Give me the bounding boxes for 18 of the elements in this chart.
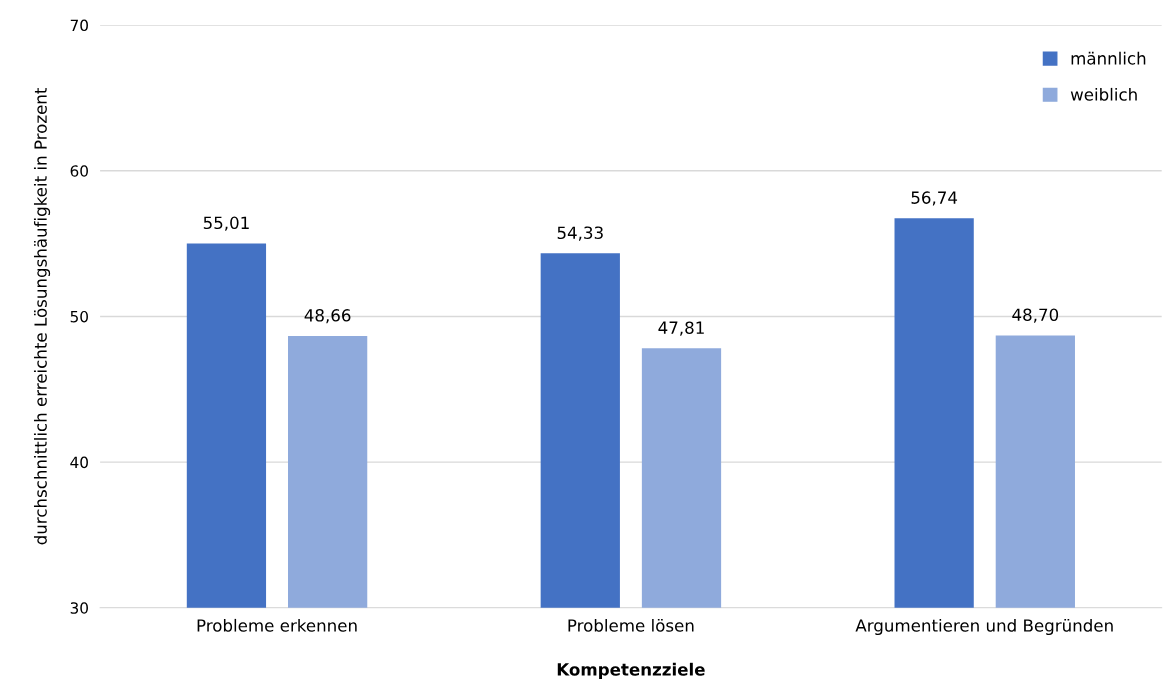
- legend-label: männlich: [1071, 51, 1146, 65]
- data-label: 55,01: [203, 216, 249, 231]
- x-tick-label: Probleme lösen: [568, 618, 694, 632]
- x-tick-label: Argumentieren und Begründen: [855, 618, 1113, 636]
- y-tick-label: 30: [70, 602, 88, 614]
- data-label: 48,70: [1012, 308, 1059, 323]
- x-tick-label: Probleme erkennen: [197, 618, 357, 632]
- legend-label: weiblich: [1070, 87, 1137, 101]
- data-label: 47,81: [658, 321, 704, 336]
- data-label: 56,74: [911, 191, 958, 206]
- y-tick-label: 40: [70, 456, 88, 469]
- x-axis-title: Kompetenzziele: [557, 662, 705, 679]
- y-tick-label: 60: [70, 165, 88, 177]
- y-axis-title: durchschnittlich erreichte Lösungshäufigkeit in Prozent: [33, 87, 51, 545]
- y-tick-label: 70: [70, 19, 88, 32]
- data-label: 54,33: [557, 226, 603, 241]
- data-label: 48,66: [304, 309, 351, 324]
- y-tick-label: 50: [70, 310, 88, 323]
